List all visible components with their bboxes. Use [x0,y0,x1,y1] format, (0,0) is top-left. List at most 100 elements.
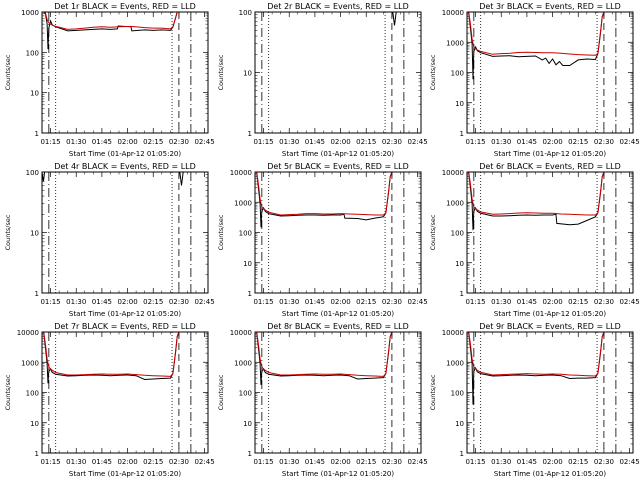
x-tick-label: 02:00 [330,298,350,306]
panel-det-2: Det 2r BLACK = Events, RED = LLD Counts/s… [217,2,428,158]
x-tick-label: 01:30 [491,138,511,146]
y-tick-label: 10 [243,420,252,428]
x-axis-label: Start Time (01-Apr-12 01:05:20) [69,470,181,478]
x-tick-label: 01:45 [517,298,537,306]
x-tick-label: 01:45 [517,138,537,146]
y-tick-label: 100 [239,9,252,17]
lld-rate-line [256,172,393,216]
x-tick-label: 01:30 [279,458,299,466]
y-tick-label: 1000 [446,39,464,47]
panel-det-3: Det 3r BLACK = Events, RED = LLD Counts/s… [429,2,640,158]
y-tick-label: 1 [248,130,252,138]
y-axis-label: Counts/sec [4,214,12,250]
x-tick-label: 02:30 [169,298,189,306]
x-tick-label: 02:30 [169,138,189,146]
x-tick-label: 01:30 [491,298,511,306]
x-tick-label: 02:30 [594,138,614,146]
panel-det-1: Det 1r BLACK = Events, RED = LLD Counts/s… [4,2,215,158]
lld-rate-line [43,332,180,377]
x-tick-label: 01:15 [253,458,273,466]
x-tick-label: 02:45 [194,458,214,466]
y-tick-label: 100 [26,169,39,177]
x-tick-label: 02:30 [594,458,614,466]
x-tick-label: 02:00 [542,298,562,306]
events-rate-line [256,332,393,385]
x-axis-label: Start Time (01-Apr-12 01:05:20) [282,310,394,318]
plot-frame [41,11,209,134]
x-tick-label: 02:45 [619,138,639,146]
x-tick-label: 02:15 [356,458,376,466]
x-tick-label: 02:15 [356,298,376,306]
y-tick-label: 10000 [442,9,464,17]
x-tick-label: 02:30 [169,458,189,466]
y-tick-label: 10 [243,70,252,78]
x-tick-label: 01:45 [305,138,325,146]
x-tick-label: 01:30 [66,138,86,146]
x-axis-label: Start Time (01-Apr-12 01:05:20) [494,470,606,478]
x-tick-label: 02:45 [194,298,214,306]
x-tick-label: 01:15 [465,298,485,306]
y-axis-label: Counts/sec [217,54,225,90]
events-rate-line [468,172,605,231]
y-axis-label: Counts/sec [429,214,437,250]
events-rate-line [468,12,605,80]
y-tick-label: 10000 [230,169,252,177]
x-tick-label: 01:45 [92,298,112,306]
y-tick-label: 1 [35,290,39,298]
panel-title: Det 3r BLACK = Events, RED = LLD [479,2,621,11]
y-tick-label: 100 [26,390,39,398]
x-axis-label: Start Time (01-Apr-12 01:05:20) [494,310,606,318]
x-tick-label: 02:00 [117,298,137,306]
panel-title: Det 1r BLACK = Events, RED = LLD [54,2,196,11]
y-tick-label: 1 [460,290,464,298]
y-tick-label: 10 [243,260,252,268]
y-tick-label: 1 [248,450,252,458]
x-tick-label: 02:15 [568,298,588,306]
panel-det-5: Det 5r BLACK = Events, RED = LLD Counts/s… [217,162,428,318]
x-tick-label: 02:45 [407,138,427,146]
x-tick-label: 01:15 [253,138,273,146]
panel-title: Det 2r BLACK = Events, RED = LLD [267,2,409,11]
y-axis-label: Counts/sec [429,374,437,410]
y-tick-label: 1000 [446,199,464,207]
events-rate-line [42,172,46,182]
y-tick-label: 10 [30,230,39,238]
lld-rate-line [468,12,605,56]
plot-frame [41,171,209,294]
x-tick-label: 02:30 [382,298,402,306]
x-tick-label: 01:30 [279,298,299,306]
y-tick-label: 10 [455,260,464,268]
plot-frame [466,331,634,454]
x-tick-label: 02:00 [330,458,350,466]
x-tick-label: 01:30 [279,138,299,146]
y-tick-label: 1 [248,290,252,298]
plot-frame [466,171,634,294]
x-tick-label: 01:30 [491,458,511,466]
y-tick-label: 10 [30,420,39,428]
y-axis-label: Counts/sec [4,54,12,90]
events-rate-line [42,12,181,50]
panel-det-8: Det 8r BLACK = Events, RED = LLD Counts/s… [217,322,428,478]
x-tick-label: 01:45 [92,138,112,146]
x-tick-label: 02:15 [356,138,376,146]
plot-frame [41,331,209,454]
panel-title: Det 4r BLACK = Events, RED = LLD [54,162,196,171]
x-tick-label: 02:45 [407,298,427,306]
y-tick-label: 1 [35,130,39,138]
y-tick-label: 1000 [21,9,39,17]
plot-frame [466,11,634,134]
y-tick-label: 100 [451,70,464,78]
x-tick-label: 02:45 [619,298,639,306]
x-axis-label: Start Time (01-Apr-12 01:05:20) [494,150,606,158]
plot-frame [254,11,422,134]
x-tick-label: 01:15 [253,298,273,306]
panel-title: Det 9r BLACK = Events, RED = LLD [479,322,621,331]
x-tick-label: 02:15 [568,458,588,466]
x-tick-label: 02:00 [330,138,350,146]
x-tick-label: 02:30 [594,298,614,306]
y-tick-label: 10000 [442,329,464,337]
events-rate-line [468,332,605,405]
x-tick-label: 01:15 [40,138,60,146]
panel-title: Det 5r BLACK = Events, RED = LLD [267,162,409,171]
